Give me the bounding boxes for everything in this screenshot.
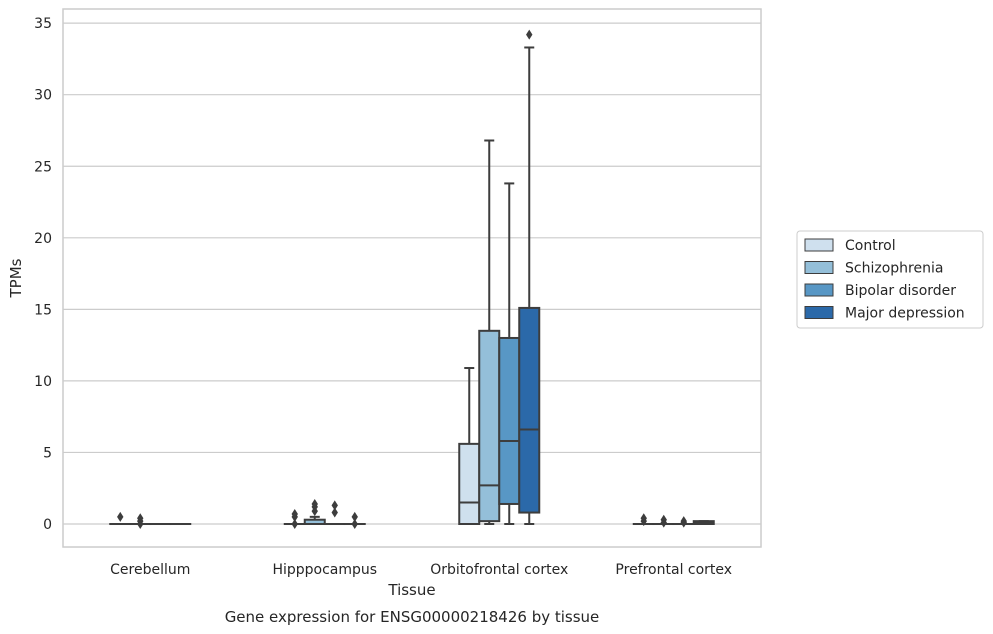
x-tick-labels: Cerebellum Hipppocampus Orbitofrontal cort… [110,562,732,578]
x-tick-label: Prefrontal cortex [615,562,732,578]
y-tick-label: 0 [43,517,52,533]
legend-item: Schizophrenia [804,261,943,277]
x-tick-label: Cerebellum [110,562,190,578]
y-tick-label: 15 [34,302,52,318]
grid-lines [63,22,761,525]
legend-swatch [804,306,834,319]
outlier-point [351,519,358,529]
legend-label: Schizophrenia [845,261,943,277]
y-tick-label: 10 [34,374,52,390]
outlier-point [137,513,144,524]
y-tick-label: 25 [34,159,52,175]
box-group-cerebellum [109,511,192,529]
box-group-prefrontal-cortex [632,513,715,528]
outlier-point [331,500,338,511]
outlier-point [640,513,647,524]
box-groups [109,29,715,529]
y-tick-label: 35 [34,16,52,32]
box [518,306,541,514]
legend-item: Bipolar disorder [804,283,956,299]
box [478,329,501,523]
outlier-point [526,29,533,40]
plot-frame [62,8,762,548]
outlier-point [311,498,318,509]
x-tick-label: Hipppocampus [272,562,377,578]
legend-label: Bipolar disorder [845,283,956,299]
outlier-point [351,511,358,522]
outlier-point [331,507,338,518]
outlier-point [291,519,298,529]
y-tick-label: 5 [43,445,52,461]
y-tick-labels: 0 5 10 15 20 25 30 35 [34,16,52,533]
outlier-point [291,508,298,519]
figure-caption: Gene expression for ENSG00000218426 by t… [225,608,600,626]
legend-label: Major depression [845,306,965,322]
legend-item: Major depression [804,306,965,322]
box-group-hipppocampus [283,498,366,529]
legend-label: Control [845,238,896,254]
legend-swatch [804,238,834,252]
legend: Control Schizophrenia Bipolar disorder Majo… [796,230,984,329]
outlier-point [117,511,124,522]
legend-item: Control [804,238,896,254]
y-axis-label: TPMs [7,258,25,298]
x-axis-label: Tissue [387,581,435,599]
legend-frame [796,230,984,329]
y-tick-label: 20 [34,231,52,247]
box [458,442,481,526]
outlier-point [680,516,687,527]
x-tick-label: Orbitofrontal cortex [430,562,568,578]
box-group-orbitofrontal-cortex [458,29,541,526]
legend-swatch [804,261,834,274]
y-tick-label: 30 [34,88,52,104]
outlier-point [660,514,667,525]
box [498,336,521,505]
legend-swatch [804,283,834,297]
